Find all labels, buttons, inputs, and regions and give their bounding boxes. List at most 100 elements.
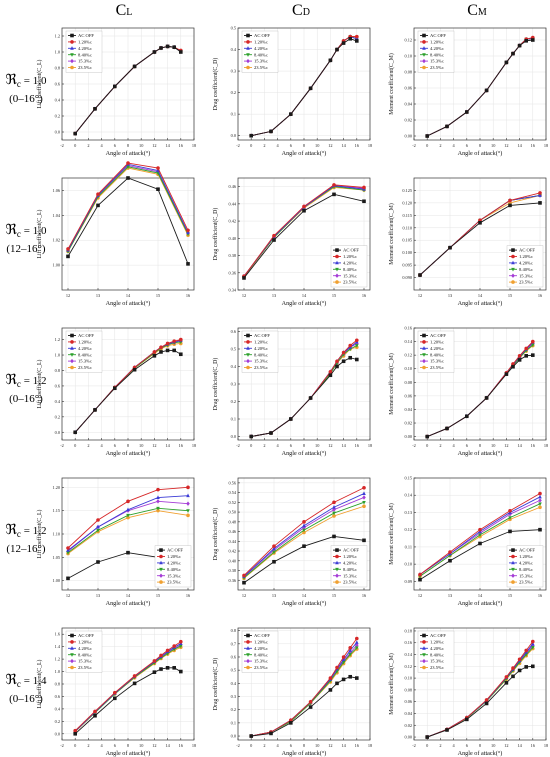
- legend: AC OFF 1.20%c4.20%c8.40%c 15.3%c23.5%c: [241, 630, 279, 673]
- y-tick-label: 0.00: [404, 735, 412, 740]
- data-point: [335, 665, 339, 670]
- x-tick-label: 4: [101, 443, 104, 448]
- legend-label: 23.5%c: [78, 665, 92, 670]
- x-axis-label: Angle of attack(°): [106, 300, 151, 307]
- legend-swatch-marker: [335, 254, 339, 259]
- data-point: [465, 717, 469, 722]
- legend-label: 15.3%c: [78, 359, 92, 364]
- y-tick-label: 0.095: [402, 263, 412, 268]
- legend-swatch-marker: [70, 358, 74, 364]
- data-point: [186, 228, 190, 233]
- legend-label: 4.20%c: [78, 46, 92, 51]
- data-point: [308, 705, 313, 709]
- y-tick-label: 0.6: [231, 329, 237, 334]
- x-tick-label: 8: [127, 743, 129, 748]
- legend-swatch-marker: [159, 554, 163, 559]
- y-tick-label: 0.06: [404, 699, 412, 704]
- legend-swatch-marker: [159, 548, 163, 552]
- data-point: [355, 357, 359, 362]
- legend-swatch-marker: [70, 46, 74, 50]
- legend-label: 8.40%c: [254, 352, 268, 357]
- legend-label: 23.5%c: [254, 65, 268, 70]
- y-tick-label: 0.8: [55, 66, 60, 71]
- series-AC OFF: [73, 666, 183, 736]
- legend-label: 23.5%c: [430, 65, 444, 70]
- x-tick-label: -2: [412, 443, 416, 448]
- x-tick-label: 10: [491, 443, 495, 448]
- x-tick-label: -2: [236, 443, 240, 448]
- x-tick-label: 12: [504, 443, 508, 448]
- data-point: [335, 364, 339, 369]
- legend-swatch-marker: [511, 573, 515, 578]
- legend-label: 1.20%c: [167, 554, 181, 559]
- data-point: [302, 208, 306, 213]
- data-point: [249, 133, 253, 138]
- data-point: [362, 199, 366, 204]
- y-tick-label: 1.05: [52, 555, 60, 560]
- data-point: [508, 511, 512, 517]
- legend-swatch-marker: [70, 658, 74, 664]
- legend-swatch-marker: [422, 58, 426, 64]
- data-point: [302, 523, 306, 528]
- x-tick-label: 14: [165, 443, 170, 448]
- legend-swatch-marker: [70, 353, 74, 357]
- y-tick-label: 1.00: [52, 263, 60, 268]
- data-point: [524, 665, 528, 669]
- data-point: [156, 508, 160, 513]
- y-tick-label: 0.4: [55, 98, 61, 103]
- data-point: [242, 580, 246, 585]
- legend-label: 1.20%c: [78, 40, 92, 45]
- legend-label: 15.3%c: [519, 573, 533, 578]
- x-tick-label: 12: [504, 743, 508, 748]
- legend-label: 4.20%c: [254, 646, 268, 651]
- panel-r1-c3: -2 0 2 4 6 8 10 12 14 16 18 0.00 0.02 0.04 0.06 0.08 0.1…: [388, 27, 548, 157]
- legend-swatch-marker: [70, 365, 74, 370]
- y-tick-label: 1.10: [52, 532, 60, 537]
- y-tick-label: 1.0: [55, 669, 60, 674]
- data-point: [478, 221, 482, 225]
- legend-swatch-marker: [335, 260, 339, 265]
- legend-swatch-marker: [246, 346, 250, 350]
- x-tick-label: 0: [250, 143, 252, 148]
- panel-r2-c2: 12 13 14 15 16 0.34 0.36 0.38 0.40 0.42 0.44 0.46 An…: [212, 177, 371, 307]
- x-tick-label: 8: [303, 743, 305, 748]
- legend-label: AC OFF: [343, 548, 359, 553]
- series-8.40%c: [66, 506, 190, 555]
- x-tick-label: 15: [508, 593, 512, 598]
- y-tick-label: 0.115: [402, 213, 412, 218]
- panel-r2-c3: 12 13 14 15 16 0.090 0.095 0.100 0.105 0.110 0.115…: [388, 177, 547, 307]
- data-point: [165, 341, 170, 346]
- legend-label: 1.20%c: [430, 640, 444, 645]
- data-point: [341, 677, 346, 682]
- data-point: [156, 187, 160, 191]
- data-point: [538, 193, 542, 197]
- x-tick-label: 0: [250, 743, 252, 748]
- legend-swatch-marker: [159, 567, 163, 572]
- legend-label: 4.20%c: [78, 646, 92, 651]
- data-point: [524, 39, 528, 43]
- y-tick-label: 0.0: [55, 731, 60, 736]
- x-tick-label: 16: [186, 593, 191, 598]
- legend-label: 8.40%c: [519, 567, 533, 572]
- data-point: [538, 491, 542, 496]
- y-tick-label: 0.14: [404, 493, 412, 498]
- data-point: [355, 636, 359, 641]
- legend-swatch-marker: [70, 40, 74, 44]
- data-point: [508, 198, 512, 203]
- legend-swatch-marker: [246, 65, 250, 70]
- x-tick-label: 2: [263, 743, 265, 748]
- data-point: [484, 396, 489, 400]
- y-axis-label: Drag coefficient(C_D): [212, 58, 219, 111]
- y-tick-label: 0.02: [404, 723, 412, 728]
- data-point: [308, 396, 313, 400]
- data-point: [328, 373, 333, 378]
- y-tick-label: 0.6: [55, 383, 61, 388]
- x-tick-label: 12: [418, 593, 422, 598]
- data-point: [132, 674, 137, 678]
- data-point: [156, 168, 160, 172]
- legend-swatch-marker: [422, 53, 426, 57]
- x-tick-label: 2: [263, 443, 265, 448]
- data-point: [165, 348, 170, 353]
- y-tick-label: 0.3: [231, 694, 236, 699]
